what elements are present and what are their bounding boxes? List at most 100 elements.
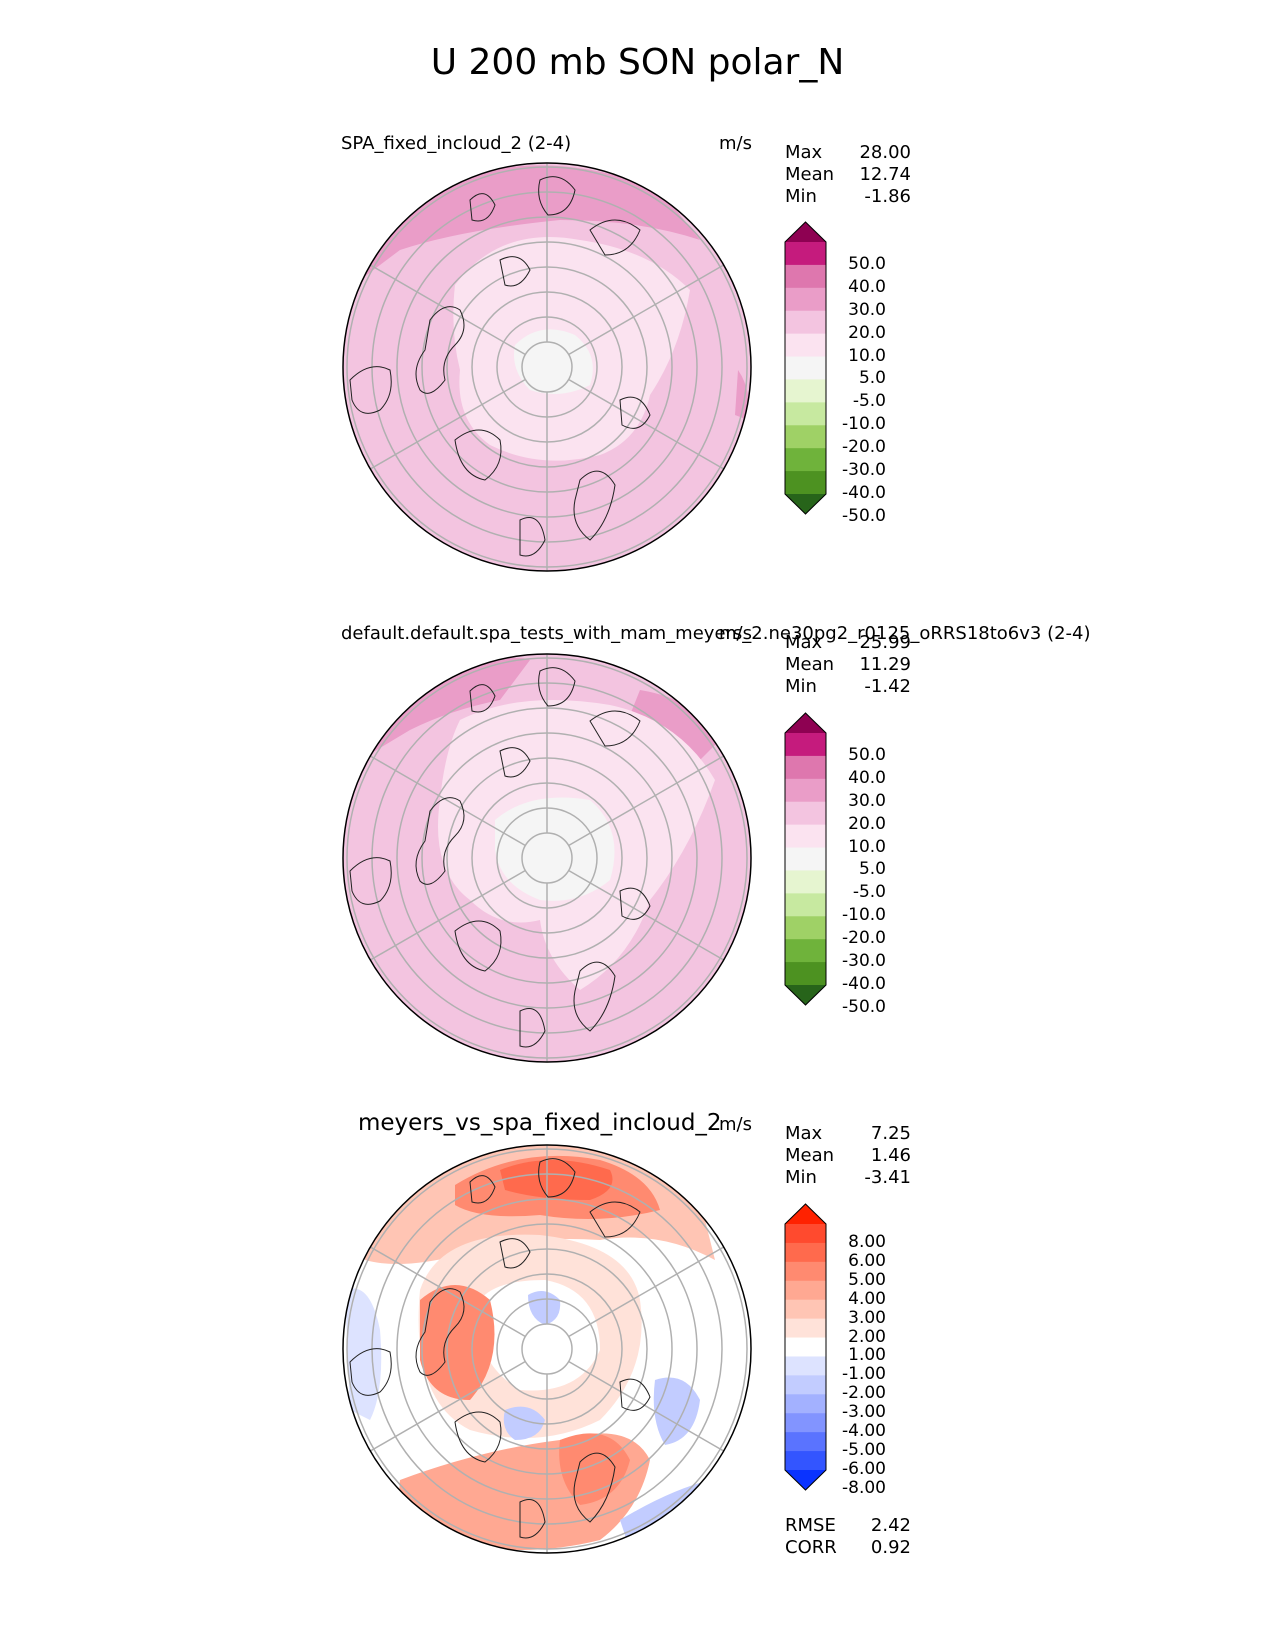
colorbar-segment: [785, 1224, 826, 1244]
colorbar-3-tick-label: -5.00: [842, 1440, 886, 1461]
coastline: [349, 1348, 392, 1396]
coastline: [415, 306, 465, 394]
coastline: [469, 193, 496, 222]
colorbar-1-tick-label: 10.0: [848, 345, 886, 366]
panel-1-min-value: -1.86: [864, 186, 911, 207]
longitude-line: [369, 1360, 526, 1452]
coastline: [589, 710, 641, 747]
panel-3-corr-label: CORR: [785, 1537, 837, 1558]
map-3-south-core: [559, 1433, 630, 1505]
colorbar-segment: [785, 356, 826, 380]
colorbar-3-tick-label: 3.00: [848, 1307, 886, 1328]
colorbar-extend-bottom: [785, 494, 826, 514]
colorbar-1-tick-label: -5.0: [852, 391, 886, 412]
colorbar-2-tick-label: -30.0: [842, 951, 886, 972]
coastline: [415, 797, 465, 885]
panel-3-units: m/s: [719, 1114, 752, 1135]
colorbar-segment: [785, 1394, 826, 1414]
colorbar-segment: [785, 1413, 826, 1433]
longitude-line: [369, 869, 526, 961]
panel-3-min-value: -3.41: [864, 1167, 911, 1188]
longitude-line: [568, 1360, 725, 1452]
colorbar-segment: [785, 1356, 826, 1376]
colorbar-outline: [784, 221, 827, 515]
coastline: [469, 1175, 496, 1204]
longitude-line: [369, 264, 526, 356]
colorbar-segment: [785, 448, 826, 472]
colorbar-segment: [785, 264, 826, 289]
coastline: [619, 887, 651, 920]
colorbar-extend-top: [785, 222, 826, 242]
colorbar-1-tick-label: -50.0: [842, 505, 886, 526]
colorbar-3-tick-label: -1.00: [842, 1364, 886, 1385]
colorbar-segment: [785, 242, 826, 266]
colorbar-segment: [785, 1375, 826, 1395]
colorbar-segment: [785, 1261, 826, 1282]
panel-2-max-value: 25.99: [859, 632, 911, 653]
colorbar-segment: [785, 1242, 826, 1263]
colorbar-2-tick-label: 20.0: [848, 813, 886, 834]
map-3-blue-south: [503, 1406, 545, 1440]
map-2-gridlines: [346, 654, 748, 1062]
colorbar-segment: [785, 916, 826, 940]
map-3-gridlines: [346, 1145, 748, 1553]
colorbar-1-tick-label: -10.0: [842, 414, 886, 435]
coastline: [349, 857, 392, 905]
colorbar-3-tick-label: 6.00: [848, 1250, 886, 1271]
colorbar-2-tick-label: 50.0: [848, 744, 886, 765]
map-1-coastlines: [349, 176, 651, 557]
colorbar-3-tick-label: 2.00: [848, 1326, 886, 1347]
panel-2-min-label: Min: [785, 676, 817, 697]
panel-2-min-value: -1.42: [864, 676, 911, 697]
coastline: [619, 396, 651, 429]
panel-1-title: SPA_fixed_incloud_2 (2-4): [341, 133, 572, 154]
map-2-pole-core: [495, 797, 615, 901]
colorbar-segment: [785, 1432, 826, 1452]
colorbar-2-tick-label: -10.0: [842, 905, 886, 926]
colorbar-2-tick-label: 5.0: [858, 859, 886, 880]
colorbar-segment: [785, 962, 826, 986]
colorbar-segment: [785, 1451, 826, 1471]
longitude-line: [568, 755, 725, 847]
colorbar-outline: [784, 1203, 827, 1491]
coastline: [519, 517, 546, 557]
colorbar-3-tick-label: -8.00: [842, 1477, 886, 1498]
panel-1-mean-label: Mean: [785, 164, 835, 185]
colorbar-segment: [785, 893, 826, 917]
colorbar-1-tick-label: 50.0: [848, 253, 886, 274]
colorbar-1-tick-label: -30.0: [842, 460, 886, 481]
coastline: [499, 747, 531, 778]
panel-3-rmse-label: RMSE: [785, 1515, 836, 1536]
colorbar-segment: [785, 402, 826, 426]
panel-2-title: default.default.spa_tests_with_mam_meyer…: [341, 623, 1091, 644]
coastline: [349, 366, 392, 414]
map-3-outline: [342, 1144, 752, 1554]
panel-2-max-label: Max: [785, 632, 823, 653]
colorbar-3-tick-label: 1.00: [848, 1345, 886, 1366]
map-2: [343, 654, 751, 1062]
panel-2-units: m/s: [719, 623, 752, 644]
colorbar-segment: [785, 755, 826, 780]
coastline: [589, 219, 641, 256]
colorbar-segment: [785, 1337, 826, 1357]
colorbar-3: [784, 1203, 827, 1491]
panel-3-mean-label: Mean: [785, 1145, 835, 1166]
colorbar-segment: [785, 939, 826, 963]
coastline: [454, 920, 502, 972]
colorbar-segment: [785, 824, 826, 849]
colorbar-2-tick-label: 30.0: [848, 790, 886, 811]
map-1-edge-patch: [735, 370, 749, 420]
panel-1-units: m/s: [719, 133, 752, 154]
colorbar-segment: [785, 1299, 826, 1320]
coastline: [619, 1378, 651, 1411]
colorbar-segment: [785, 733, 826, 757]
colorbar-3-tick-label: 4.00: [848, 1288, 886, 1309]
colorbar-1: [784, 221, 827, 515]
coastline: [538, 1158, 576, 1198]
colorbar-segment: [785, 801, 826, 826]
map-3-coastlines: [349, 1158, 651, 1539]
colorbar-2-tick-label: -50.0: [842, 996, 886, 1017]
colorbar-2-tick-label: -20.0: [842, 928, 886, 949]
colorbar-2: [784, 712, 827, 1006]
